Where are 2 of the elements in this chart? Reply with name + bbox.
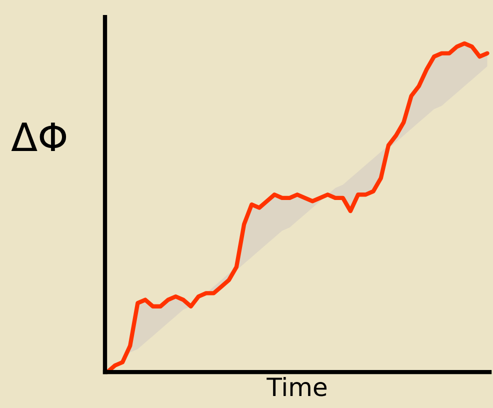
y-axis-title: ΔΦ [11,122,66,152]
x-axis-title: Time [266,376,327,396]
